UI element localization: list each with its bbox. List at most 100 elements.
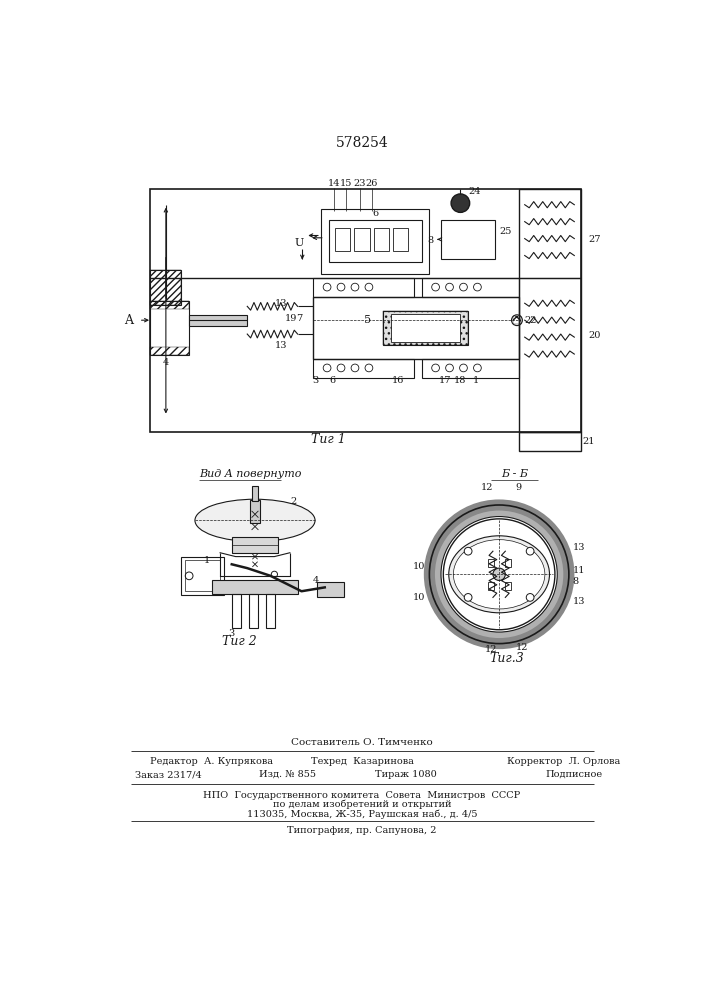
Text: НПО  Государственного комитета  Совета  Министров  СССР: НПО Государственного комитета Совета Мин… (204, 791, 520, 800)
Text: 5: 5 (364, 315, 371, 325)
Circle shape (493, 568, 506, 580)
Text: Б - Б: Б - Б (501, 469, 528, 479)
Text: 8: 8 (573, 578, 579, 586)
Circle shape (464, 594, 472, 601)
Bar (393, 228, 409, 251)
Bar (354, 228, 370, 251)
Bar (151, 189, 580, 278)
Text: 23: 23 (354, 179, 366, 188)
Bar (441, 220, 495, 259)
Text: 13: 13 (274, 299, 287, 308)
Ellipse shape (453, 540, 545, 609)
Text: 113035, Москва, Ж-35, Раушская наб., д. 4/5: 113035, Москва, Ж-35, Раушская наб., д. … (247, 809, 477, 819)
Text: 25: 25 (499, 227, 511, 236)
Bar (249, 594, 258, 628)
Text: 9: 9 (515, 483, 522, 492)
Bar (488, 582, 493, 590)
Text: 7: 7 (296, 314, 303, 323)
Circle shape (429, 505, 569, 644)
Bar (151, 301, 189, 355)
Text: Τиг.3: Τиг.3 (489, 652, 525, 666)
Text: 19: 19 (285, 314, 298, 323)
Text: 17: 17 (438, 376, 451, 385)
Text: 12: 12 (516, 643, 529, 652)
Text: Изд. № 855: Изд. № 855 (259, 770, 316, 779)
Bar (151, 301, 189, 309)
Bar (383, 311, 468, 345)
Bar (182, 557, 224, 595)
Circle shape (526, 594, 534, 601)
Text: 10: 10 (413, 593, 426, 602)
Bar (391, 314, 460, 342)
Bar (518, 189, 580, 432)
Text: 26: 26 (366, 179, 378, 188)
Text: Τиг 2: Τиг 2 (222, 635, 257, 648)
Text: 14: 14 (328, 179, 340, 188)
Bar (383, 311, 468, 345)
Text: A: A (124, 314, 134, 327)
Circle shape (526, 547, 534, 555)
Text: U: U (295, 238, 304, 248)
Text: 3: 3 (228, 629, 235, 638)
Bar (505, 559, 510, 567)
Bar (488, 559, 493, 567)
Bar (151, 270, 182, 305)
Bar (151, 189, 580, 432)
Bar (252, 486, 258, 501)
Text: 1: 1 (473, 376, 479, 385)
Text: Типография, пр. Сапунова, 2: Типография, пр. Сапунова, 2 (287, 826, 437, 835)
Bar (313, 278, 414, 297)
Text: Редактор  А. Купрякова: Редактор А. Купрякова (151, 757, 274, 766)
Bar (505, 582, 510, 590)
Circle shape (464, 547, 472, 555)
Text: Корректор  Л. Орлова: Корректор Л. Орлова (507, 757, 620, 766)
Text: 13: 13 (573, 597, 585, 606)
Text: Подписное: Подписное (546, 770, 603, 779)
Bar (335, 228, 351, 251)
Text: 27: 27 (588, 235, 601, 244)
Bar (329, 220, 421, 262)
Text: 1: 1 (204, 556, 210, 565)
Text: 13: 13 (573, 543, 585, 552)
Bar (317, 582, 344, 597)
Text: 20: 20 (588, 331, 601, 340)
Bar (373, 228, 389, 251)
Bar (321, 209, 429, 274)
Bar (421, 278, 518, 297)
Bar (266, 594, 275, 628)
Text: 16: 16 (392, 376, 404, 385)
Text: 21: 21 (582, 437, 595, 446)
Bar (232, 537, 279, 553)
Bar (185, 560, 220, 591)
Bar (313, 297, 518, 359)
Text: Техред  Казаринова: Техред Казаринова (310, 757, 414, 766)
Text: 13: 13 (274, 341, 287, 350)
Bar (513, 316, 521, 324)
Text: 18: 18 (454, 376, 467, 385)
Text: 11: 11 (573, 566, 585, 575)
Text: Составитель О. Тимченко: Составитель О. Тимченко (291, 738, 433, 747)
Bar (250, 500, 259, 523)
Text: 12: 12 (485, 645, 498, 654)
Bar (421, 359, 518, 378)
Bar (232, 594, 241, 628)
Text: Τиг 1: Τиг 1 (311, 433, 346, 446)
Text: 24: 24 (468, 187, 481, 196)
Bar (518, 432, 580, 451)
Bar (151, 347, 189, 355)
Bar (313, 359, 414, 378)
Circle shape (451, 194, 469, 212)
Ellipse shape (449, 536, 549, 613)
Text: Вид A повернуто: Вид A повернуто (199, 469, 302, 479)
Text: 6: 6 (372, 209, 378, 218)
Bar (212, 580, 298, 594)
Text: 3: 3 (312, 376, 319, 385)
Polygon shape (220, 553, 290, 557)
Circle shape (441, 517, 557, 632)
Text: 578254: 578254 (336, 136, 388, 150)
Bar (151, 270, 182, 305)
Text: 8: 8 (428, 236, 434, 245)
Text: 22: 22 (525, 316, 537, 325)
Text: 10: 10 (413, 562, 426, 571)
Text: 6: 6 (329, 376, 336, 385)
